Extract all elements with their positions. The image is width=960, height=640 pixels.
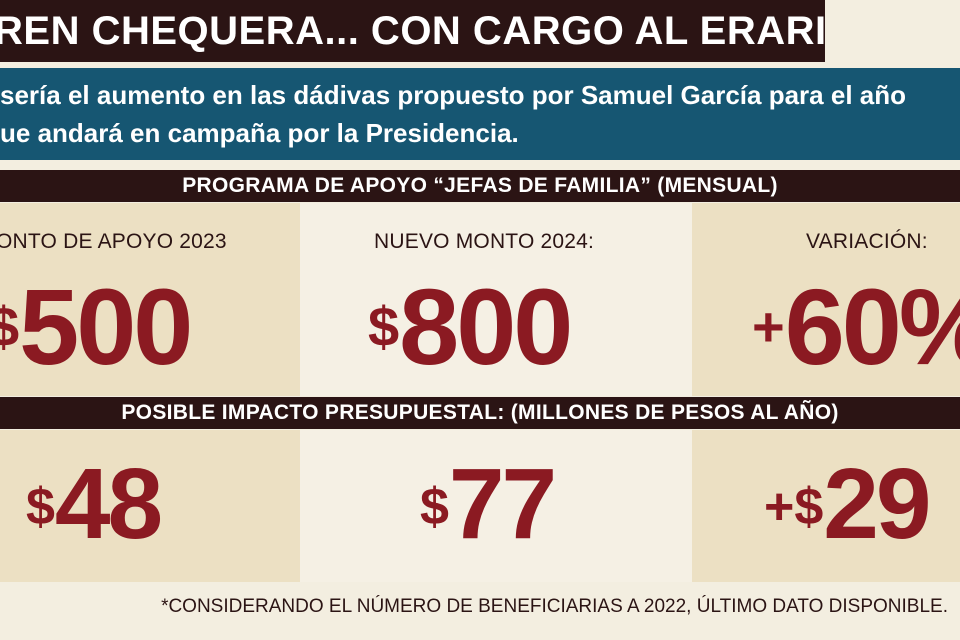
impact-value: 77 <box>448 448 557 560</box>
panel-impact-variacion: +$29 <box>692 430 960 582</box>
impact-value: 48 <box>54 448 163 560</box>
panel-label-2023: ONTO DE APOYO 2023 <box>0 230 227 253</box>
spacer-band <box>0 160 960 170</box>
currency-symbol: $ <box>0 295 20 358</box>
currency-symbol: $ <box>368 295 400 358</box>
currency-symbol: $ <box>26 478 55 536</box>
panel-impact-2024: $77 <box>300 430 692 582</box>
amount-value: 800 <box>399 266 573 387</box>
percent-value: 60% <box>784 266 960 387</box>
amount-2023: $500 <box>0 273 193 381</box>
panel-label-2024: NUEVO MONTO 2024: <box>374 230 595 253</box>
impact-2024: $77 <box>420 454 557 554</box>
subheading-line-1: sería el aumento en las dádivas propuest… <box>0 80 906 110</box>
impact-value: 29 <box>823 448 931 560</box>
panel-monto-2024: NUEVO MONTO 2024: $800 <box>300 203 692 396</box>
headline: REN CHEQUERA... CON CARGO AL ERARIO <box>0 9 825 53</box>
program-header: PROGRAMA DE APOYO “JEFAS DE FAMILIA” (ME… <box>0 170 960 202</box>
impact-difference: +$29 <box>764 454 932 554</box>
footnote: *CONSIDERANDO EL NÚMERO DE BENEFICIARIAS… <box>161 596 948 617</box>
panel-label-variacion: VARIACIÓN: <box>806 230 928 253</box>
plus-currency-symbol: +$ <box>764 478 824 536</box>
footnote-band: *CONSIDERANDO EL NÚMERO DE BENEFICIARIAS… <box>0 582 960 640</box>
panel-monto-2023: ONTO DE APOYO 2023 $500 <box>0 203 300 396</box>
subheading-bar: sería el aumento en las dádivas propuest… <box>0 68 960 160</box>
amount-value: 500 <box>19 266 193 387</box>
impact-header: POSIBLE IMPACTO PRESUPUESTAL: (MILLONES … <box>0 397 960 429</box>
panel-impact-2023: $48 <box>0 430 300 582</box>
headline-bar: REN CHEQUERA... CON CARGO AL ERARIO <box>0 0 825 62</box>
panel-variacion: VARIACIÓN: +60% <box>692 203 960 396</box>
plus-sign: + <box>752 295 785 358</box>
impact-2023: $48 <box>26 454 163 554</box>
currency-symbol: $ <box>420 478 449 536</box>
variation-value: +60% <box>752 273 960 381</box>
subheading-line-2: ue andará en campaña por la Presidencia. <box>0 118 519 148</box>
amount-2024: $800 <box>368 273 573 381</box>
